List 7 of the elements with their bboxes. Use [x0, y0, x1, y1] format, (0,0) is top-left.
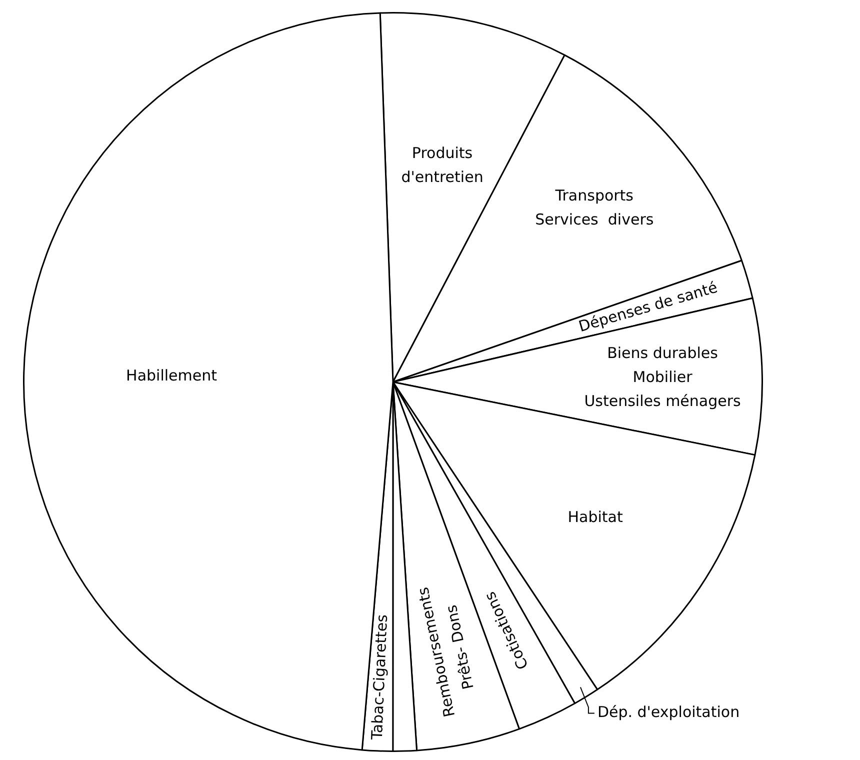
slice-label: Dép. d'exploitation	[597, 703, 740, 722]
slice-label: Biens durables Mobilier Ustensiles ménagers	[584, 344, 742, 410]
slice-label: Tabac-Cigarettes	[368, 614, 392, 742]
slice-label: Transports Services divers	[535, 186, 654, 228]
slice-label: Habitat	[568, 508, 623, 526]
slice-label: Habillement	[126, 366, 218, 384]
slice-label: Produits d'entretien	[401, 144, 484, 186]
